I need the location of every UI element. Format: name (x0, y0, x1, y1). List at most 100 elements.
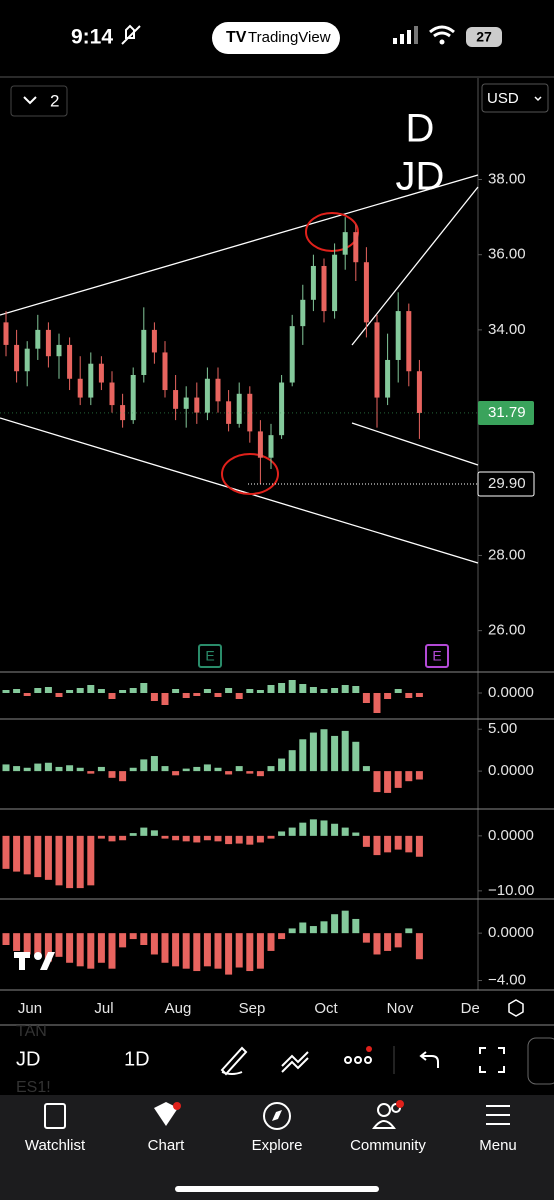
histogram-bar (172, 933, 180, 967)
candle-body (151, 329, 157, 353)
histogram-bar (161, 933, 169, 963)
last-price-tag (478, 400, 534, 425)
histogram-bar (13, 933, 21, 951)
histogram-bar (246, 689, 254, 693)
nav-item[interactable]: Menu (479, 1137, 517, 1154)
nav-item[interactable]: Explore (252, 1137, 303, 1154)
histogram-bar (267, 685, 275, 693)
y-tick-label: 0.0000 (488, 684, 534, 701)
histogram-bar (235, 835, 243, 844)
histogram-bar (214, 693, 222, 697)
pane-count: 2 (50, 91, 59, 110)
histogram-bar (278, 683, 286, 693)
candle-body (363, 262, 369, 323)
histogram-bar (246, 835, 254, 845)
histogram-bar (394, 835, 402, 850)
histogram-bar (246, 771, 254, 774)
candle-body (416, 371, 422, 413)
histogram-bar (341, 827, 349, 836)
histogram-bar (320, 921, 328, 934)
histogram-bar (193, 693, 201, 696)
candle-body (130, 375, 136, 421)
x-tick-label: Aug (165, 1000, 192, 1017)
histogram-bar (87, 685, 95, 693)
histogram-bar (44, 762, 52, 772)
symbol-overlay: JD (396, 155, 445, 199)
histogram-bar (182, 768, 190, 772)
candle-body (257, 431, 263, 458)
candle-body (24, 348, 30, 372)
candle-body (226, 401, 232, 424)
histogram-bar (97, 689, 105, 693)
nav-item[interactable]: Watchlist (25, 1137, 86, 1154)
histogram-bar (288, 680, 296, 693)
histogram-bar (119, 933, 127, 948)
histogram-bar (161, 835, 169, 839)
histogram-bar (108, 933, 116, 969)
draw-tool[interactable] (220, 1046, 248, 1076)
histogram-bar (415, 835, 423, 857)
x-tick-label: Sep (239, 1000, 266, 1017)
nav-item[interactable]: Chart (148, 1137, 186, 1154)
fullscreen[interactable] (479, 1047, 505, 1073)
earnings-badge[interactable] (425, 644, 449, 668)
settings-icon[interactable] (508, 999, 524, 1017)
histogram-bar (129, 833, 137, 836)
undo[interactable] (419, 1051, 439, 1068)
tv-watermark (14, 952, 55, 970)
histogram-bar (44, 687, 52, 693)
app-pill[interactable] (212, 22, 340, 54)
histogram-bar (225, 933, 233, 975)
plot: 38.00 36.00 34.00 28.00 26.00 31.79 29.90 0.000… (0, 170, 554, 1026)
histogram-bar (320, 689, 328, 693)
candle-body (194, 397, 200, 413)
nav-item[interactable]: Community (350, 1137, 426, 1154)
y-tick-label: 0.0000 (488, 924, 534, 941)
histogram-bar (13, 766, 21, 772)
histogram-bar (150, 933, 158, 955)
candle-body (406, 311, 412, 372)
y-tick-label: 0.0000 (488, 827, 534, 844)
more-tool[interactable] (344, 1056, 372, 1064)
x-tick-label: Oct (314, 1000, 338, 1017)
histogram-bar (214, 767, 222, 772)
toolbar-symbol[interactable]: JD (16, 1048, 40, 1070)
histogram-bar (23, 933, 31, 955)
histogram-bar (352, 918, 360, 934)
histogram-bar (341, 910, 349, 934)
histogram-bar (267, 933, 275, 951)
histogram-bar (2, 690, 10, 693)
histogram-bar (256, 690, 264, 693)
histogram-bar (108, 771, 116, 778)
pattern-tool[interactable] (281, 1051, 309, 1073)
home-indicator (175, 1186, 379, 1192)
histogram-bar (384, 771, 392, 793)
histogram-bar (44, 933, 52, 962)
histogram-bar (362, 835, 370, 847)
histogram-bar (76, 835, 84, 889)
side-button[interactable] (527, 1037, 554, 1085)
currency-select[interactable] (481, 83, 549, 113)
histogram-bar (362, 766, 370, 772)
histogram-bar (256, 771, 264, 777)
candle-body (204, 378, 210, 413)
pane-toggle[interactable] (10, 85, 68, 117)
earnings-badge[interactable] (198, 644, 222, 668)
toolbar-interval[interactable]: 1D (124, 1048, 150, 1070)
histogram-bar (299, 739, 307, 772)
histogram-bar (320, 820, 328, 836)
candle-body (14, 344, 20, 372)
trend-lines (0, 174, 479, 564)
ghost-symbol: TAN (16, 1023, 47, 1040)
histogram-bar (415, 771, 423, 780)
histogram-bar (34, 835, 42, 878)
histogram-bar (97, 933, 105, 963)
highlight-circle (305, 212, 359, 252)
candle-body (321, 265, 327, 312)
chevron (23, 96, 37, 105)
candle-body (215, 378, 221, 402)
candle-body (35, 329, 41, 349)
candle-body (342, 232, 348, 255)
